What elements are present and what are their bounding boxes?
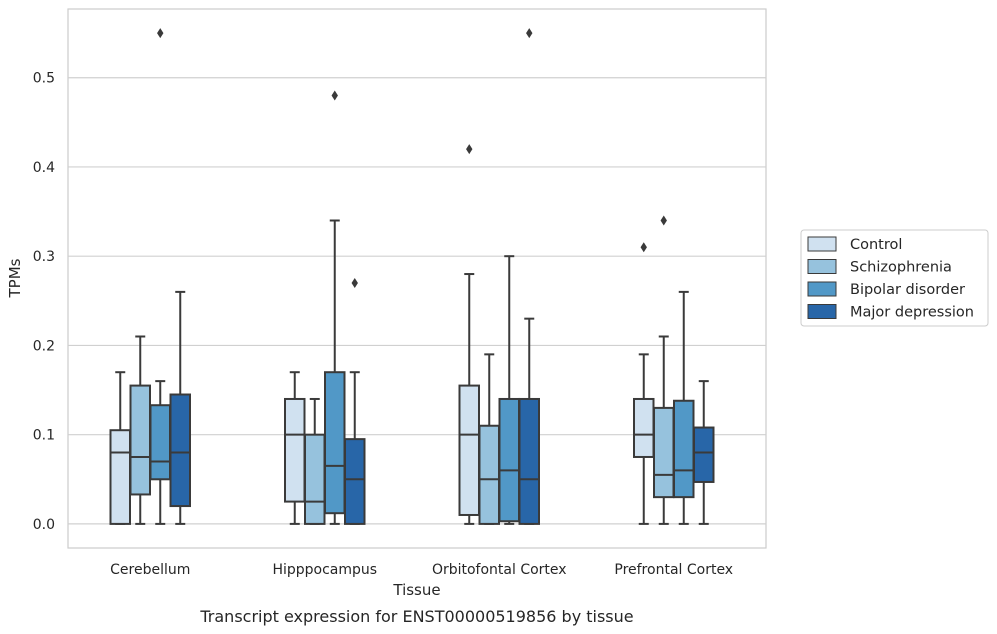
box-body <box>129 384 151 496</box>
box-group <box>458 28 540 525</box>
legend-item: Bipolar disorder <box>807 281 965 298</box>
box-body <box>304 433 326 525</box>
box-body <box>633 397 655 458</box>
box-mark <box>129 335 151 525</box>
box-mark <box>653 215 675 525</box>
y-axis-ticks: 0.0 0.1 0.2 0.3 0.4 0.5 <box>33 71 55 533</box>
box-group <box>633 215 715 525</box>
outlier-point <box>157 28 164 39</box>
legend-label: Bipolar disorder <box>850 282 965 298</box>
y-tick-label: 0.5 <box>33 71 55 87</box>
y-tick-label: 0.1 <box>33 428 55 444</box>
box-body <box>693 426 715 483</box>
legend-item: Control <box>807 236 902 253</box>
box-mark <box>324 90 346 525</box>
box-mark <box>633 242 655 525</box>
x-tick-label: Cerebellum <box>110 562 190 578</box>
box-mark <box>344 277 366 525</box>
outlier-point <box>640 242 647 253</box>
box-body <box>324 371 346 515</box>
legend-label: Schizophrenia <box>850 260 952 276</box>
box-body <box>498 397 520 523</box>
x-tick-label: Orbitofontal Cortex <box>432 562 567 578</box>
box-group <box>109 28 191 525</box>
box-mark <box>458 144 480 525</box>
box-body <box>284 397 306 503</box>
legend-swatch <box>807 236 837 252</box>
outlier-point <box>660 215 667 226</box>
legend-item: Major depression <box>807 304 974 321</box>
box-body <box>149 404 171 481</box>
y-tick-label: 0.0 <box>33 517 55 533</box>
x-axis-label: Tissue <box>392 581 440 599</box>
legend-item: Schizophrenia <box>807 259 952 276</box>
outlier-point <box>466 144 473 155</box>
x-tick-label: Hipppocampus <box>272 562 377 578</box>
y-axis-label: TPMs <box>6 258 24 298</box>
legend-swatch <box>807 281 837 297</box>
legend: Control Schizophrenia Bipolar disorder Majo… <box>800 229 989 327</box>
box-body <box>478 424 500 525</box>
outlier-point <box>526 28 533 39</box>
box-mark <box>169 290 191 525</box>
box-mark <box>693 380 715 525</box>
legend-label: Control <box>850 237 902 253</box>
box-body <box>518 397 540 525</box>
legend-swatch <box>807 259 837 274</box>
box-body <box>169 393 191 508</box>
outlier-point <box>351 277 358 288</box>
legend-swatch <box>807 304 837 319</box>
x-tick-label: Prefrontal Cortex <box>614 562 733 578</box>
y-tick-label: 0.2 <box>33 338 55 354</box>
box-body <box>344 438 366 525</box>
box-body <box>673 399 695 499</box>
x-axis-ticks: Cerebellum Hipppocampus Orbitofontal Corte… <box>110 562 733 578</box>
box-mark <box>149 28 171 525</box>
legend-label: Major depression <box>850 305 974 321</box>
y-tick-label: 0.4 <box>33 160 55 176</box>
outlier-point <box>331 90 338 101</box>
box-groups <box>109 28 715 525</box>
legend-frame <box>800 229 989 327</box>
box-mark <box>109 371 131 525</box>
chart-caption: Transcript expression for ENST0000051985… <box>199 607 633 626</box>
box-body <box>458 384 480 516</box>
box-mark <box>304 397 326 525</box>
y-tick-label: 0.3 <box>33 249 55 265</box>
box-body <box>653 406 675 499</box>
box-mark <box>518 28 540 525</box>
box-body <box>109 429 131 525</box>
box-group <box>284 90 366 525</box>
